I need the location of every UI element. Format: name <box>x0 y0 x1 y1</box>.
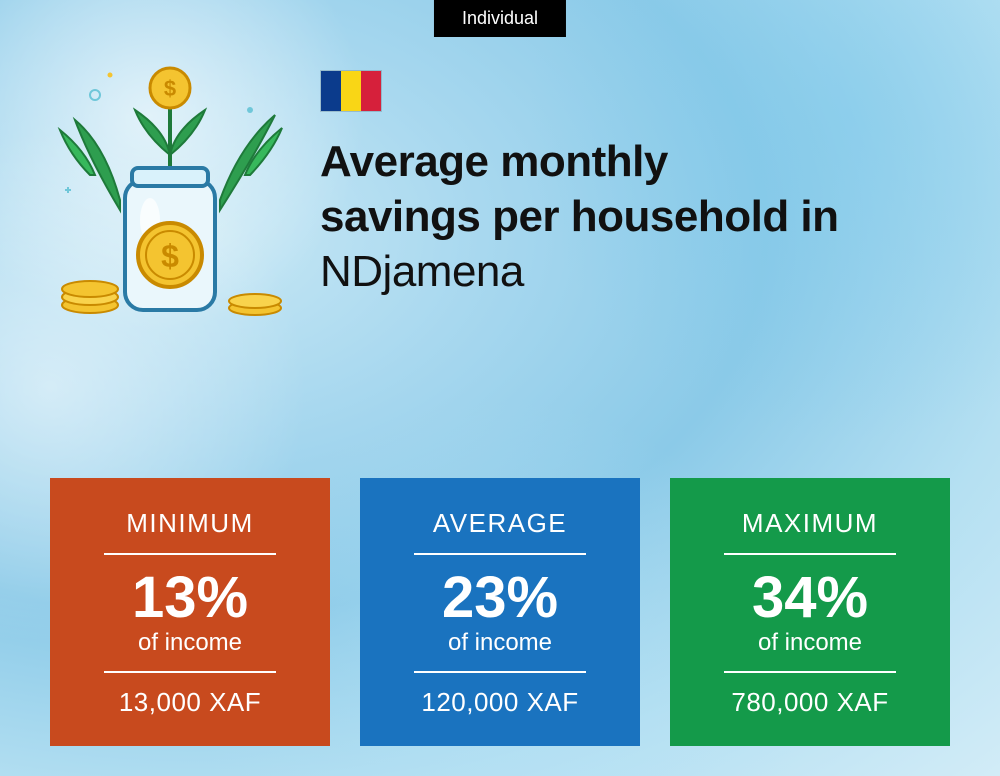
stat-card-minimum: MINIMUM 13% of income 13,000 XAF <box>50 478 330 746</box>
title-line-1: Average monthly <box>320 137 668 186</box>
card-subtext: of income <box>70 629 310 657</box>
card-label: MAXIMUM <box>690 508 930 539</box>
svg-text:$: $ <box>164 76 176 101</box>
country-flag <box>320 70 382 112</box>
card-amount: 13,000 XAF <box>70 687 310 718</box>
card-divider <box>414 553 587 555</box>
flag-stripe-2 <box>341 71 361 111</box>
card-amount: 120,000 XAF <box>380 687 620 718</box>
card-divider <box>104 671 277 673</box>
flag-stripe-3 <box>361 71 381 111</box>
card-divider <box>104 553 277 555</box>
title-block: Average monthly savings per household in… <box>320 60 950 299</box>
card-label: AVERAGE <box>380 508 620 539</box>
card-percent: 34% <box>690 569 930 627</box>
stat-card-maximum: MAXIMUM 34% of income 780,000 XAF <box>670 478 950 746</box>
badge-label: Individual <box>462 8 538 28</box>
svg-text:$: $ <box>161 238 179 274</box>
page-title: Average monthly savings per household in… <box>320 134 950 299</box>
card-subtext: of income <box>380 629 620 657</box>
savings-illustration: $ $ <box>50 60 290 320</box>
card-divider <box>414 671 587 673</box>
card-divider <box>724 553 897 555</box>
flag-stripe-1 <box>321 71 341 111</box>
stat-card-average: AVERAGE 23% of income 120,000 XAF <box>360 478 640 746</box>
coin-stack-right <box>229 294 281 315</box>
card-percent: 23% <box>380 569 620 627</box>
card-percent: 13% <box>70 569 310 627</box>
card-divider <box>724 671 897 673</box>
coin-stack-left <box>62 281 118 313</box>
hero-section: $ $ Average monthly savings per househol… <box>50 60 950 320</box>
stat-cards: MINIMUM 13% of income 13,000 XAF AVERAGE… <box>50 478 950 746</box>
category-badge: Individual <box>434 0 566 37</box>
card-amount: 780,000 XAF <box>690 687 930 718</box>
card-subtext: of income <box>690 629 930 657</box>
title-city: NDjamena <box>320 247 524 296</box>
title-line-2: savings per household in <box>320 192 839 241</box>
card-label: MINIMUM <box>70 508 310 539</box>
